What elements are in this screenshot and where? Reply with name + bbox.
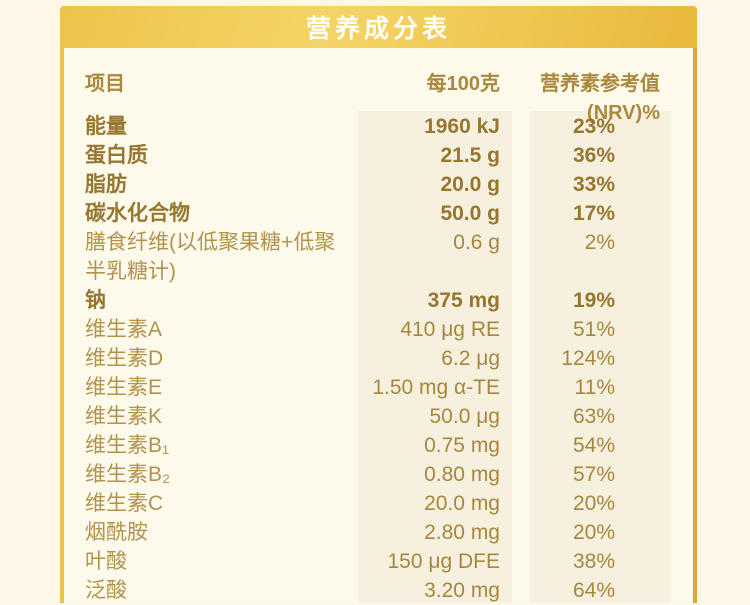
table-row: 维生素A 410 μg RE 51% xyxy=(85,315,636,344)
nutrient-value: 0.80 mg xyxy=(424,463,500,486)
nutrient-value: 375 mg xyxy=(427,289,500,312)
nutrient-nrv-percent: 20% xyxy=(572,521,615,544)
nutrient-label: 能量 xyxy=(85,115,127,138)
table-row: 蛋白质 21.5 g 36% xyxy=(85,141,636,170)
nutrient-value: 2.80 mg xyxy=(424,521,500,544)
nutrient-value: 3.20 mg xyxy=(424,579,500,602)
nutrient-nrv-percent: 11% xyxy=(574,376,615,399)
nutrient-label: 蛋白质 xyxy=(85,144,148,167)
table-row: 维生素B₁ 0.75 mg 54% xyxy=(85,431,636,460)
nutrient-nrv-percent: 54% xyxy=(572,434,615,457)
nutrient-value: 150 μg DFE xyxy=(387,550,501,573)
nutrient-nrv-percent: 64% xyxy=(572,579,615,602)
nutrient-label: 叶酸 xyxy=(85,550,127,573)
table-row: 能量 1960 kJ 23% xyxy=(85,112,636,141)
nutrient-value: 20.0 mg xyxy=(424,492,500,515)
nutrient-nrv-percent: 63% xyxy=(572,405,615,428)
nutrient-nrv-percent: 51% xyxy=(572,318,615,341)
nutrient-nrv-percent: 33% xyxy=(572,173,615,196)
nutrient-value: 0.75 mg xyxy=(424,434,500,457)
page-title: 营养成分表 xyxy=(305,15,451,43)
column-header-nrv: 营养素参考值(NRV)% xyxy=(540,73,660,124)
nutrient-label: 维生素A xyxy=(85,318,163,341)
nutrient-value: 1960 kJ xyxy=(424,115,500,138)
nrv-column-shade xyxy=(530,111,671,603)
nutrient-label: 维生素K xyxy=(85,405,163,428)
nutrition-table-panel: 项目 每100克 营养素参考值(NRV)% 能量 1960 kJ 23% 蛋白质… xyxy=(60,48,697,603)
nutrient-label: 膳食纤维(以低聚果糖+低聚 半乳糖计) xyxy=(85,231,336,283)
nutrient-label: 维生素B₂ xyxy=(85,463,171,486)
nutrient-label: 维生素B₁ xyxy=(85,434,170,457)
table-row: 钠 375 mg 19% xyxy=(85,286,636,315)
title-bar: 营养成分表 xyxy=(60,6,697,48)
nutrient-label: 维生素E xyxy=(85,376,163,399)
nutrient-value: 21.5 g xyxy=(440,144,500,167)
table-row: 维生素D 6.2 μg 124% xyxy=(85,344,636,373)
nutrient-label: 维生素D xyxy=(85,347,164,370)
nutrient-value: 0.6 g xyxy=(453,231,500,254)
table-row: 膳食纤维(以低聚果糖+低聚 半乳糖计) 0.6 g 2% xyxy=(85,228,636,286)
nutrient-nrv-percent: 17% xyxy=(572,202,615,225)
column-header-item: 项目 xyxy=(85,73,125,95)
table-header-row: 项目 每100克 营养素参考值(NRV)% xyxy=(64,70,681,128)
table-row: 叶酸 150 μg DFE 38% xyxy=(85,547,636,576)
nutrient-value: 6.2 μg xyxy=(441,347,500,370)
table-row: 烟酰胺 2.80 mg 20% xyxy=(85,518,636,547)
table-body: 能量 1960 kJ 23% 蛋白质 21.5 g 36% 脂肪 20.0 g … xyxy=(64,112,636,605)
table-row: 维生素B₂ 0.80 mg 57% xyxy=(85,460,636,489)
nutrient-nrv-percent: 124% xyxy=(561,347,615,370)
nutrient-nrv-percent: 2% xyxy=(584,231,615,254)
nutrient-value: 410 μg RE xyxy=(400,318,500,341)
nutrient-value: 1.50 mg α-TE xyxy=(372,376,500,399)
table-row: 维生素C 20.0 mg 20% xyxy=(85,489,636,518)
table-row: 维生素K 50.0 μg 63% xyxy=(85,402,636,431)
nutrient-nrv-percent: 38% xyxy=(572,550,615,573)
table-row: 碳水化合物 50.0 g 17% xyxy=(85,199,636,228)
nutrient-label: 泛酸 xyxy=(85,579,127,602)
column-header-per-100g: 每100克 xyxy=(426,73,500,95)
nutrient-nrv-percent: 23% xyxy=(572,115,615,138)
nutrient-value: 50.0 μg xyxy=(429,405,501,428)
nutrient-nrv-percent: 57% xyxy=(572,463,615,486)
table-row: 脂肪 20.0 g 33% xyxy=(85,170,636,199)
table-row: 泛酸 3.20 mg 64% xyxy=(85,576,636,605)
nutrient-label: 碳水化合物 xyxy=(85,202,190,225)
nutrient-value: 50.0 g xyxy=(440,202,500,225)
nutrient-nrv-percent: 36% xyxy=(572,144,615,167)
nutrient-label: 维生素C xyxy=(85,492,164,515)
nutrient-value: 20.0 g xyxy=(440,173,500,196)
nutrient-nrv-percent: 19% xyxy=(572,289,615,312)
nutrient-nrv-percent: 20% xyxy=(572,492,615,515)
nutrient-label: 脂肪 xyxy=(85,173,127,196)
table-row: 维生素E 1.50 mg α-TE 11% xyxy=(85,373,636,402)
nutrient-label: 钠 xyxy=(85,289,106,312)
nutrient-label: 烟酰胺 xyxy=(85,521,148,544)
per-100g-column-shade xyxy=(358,111,512,603)
